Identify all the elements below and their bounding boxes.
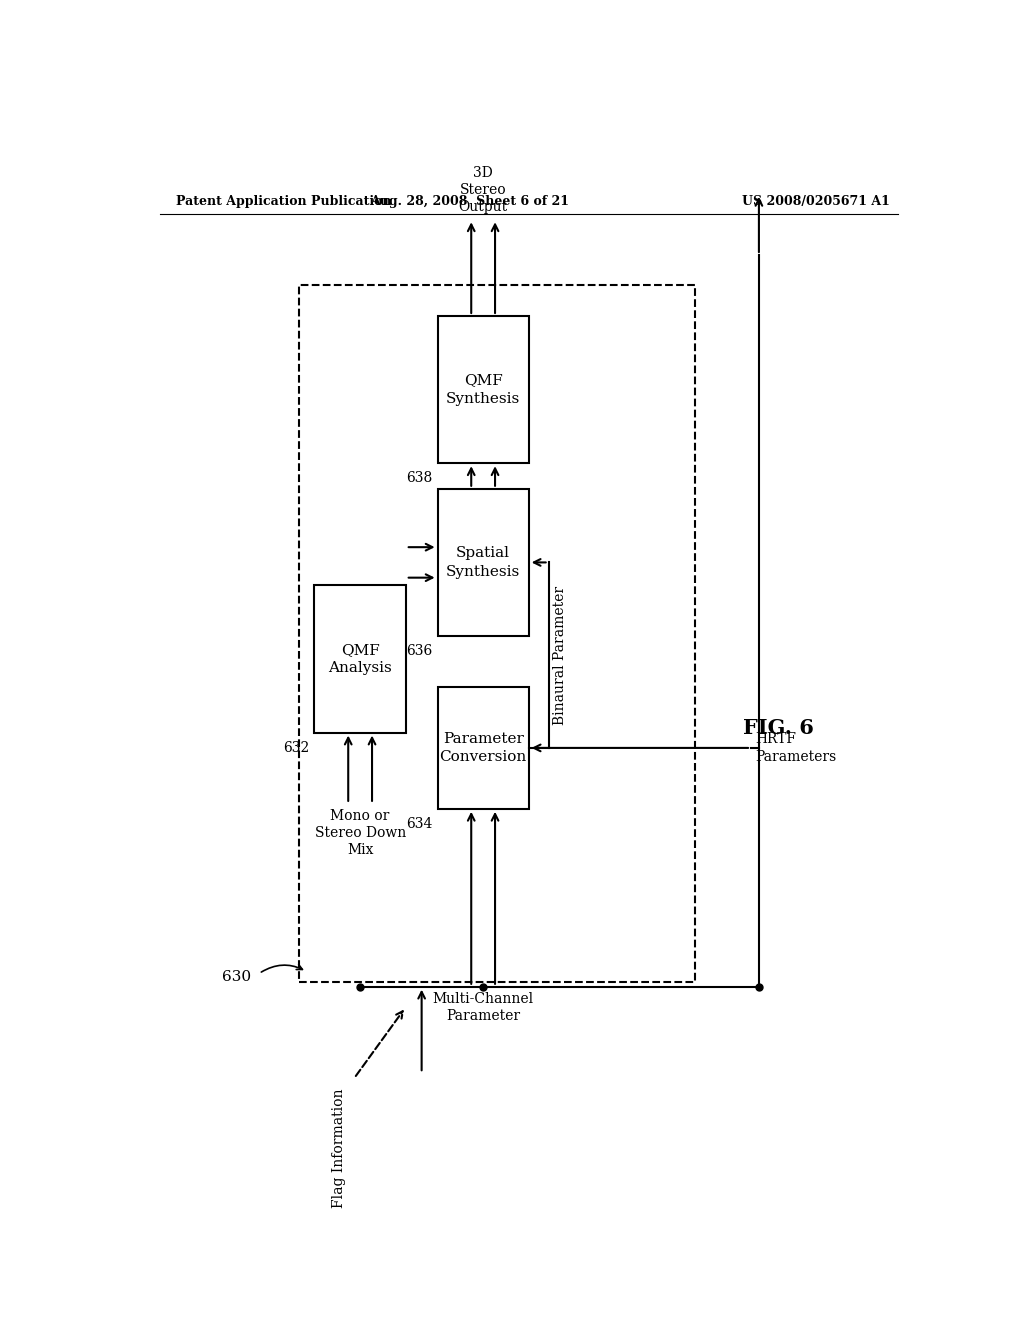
Text: Aug. 28, 2008  Sheet 6 of 21: Aug. 28, 2008 Sheet 6 of 21 bbox=[370, 194, 568, 207]
Text: US 2008/0205671 A1: US 2008/0205671 A1 bbox=[742, 194, 890, 207]
Text: Binaural Parameter: Binaural Parameter bbox=[553, 586, 566, 725]
Text: 632: 632 bbox=[284, 741, 309, 755]
Text: 638: 638 bbox=[407, 471, 433, 486]
Text: Flag Information: Flag Information bbox=[332, 1089, 346, 1208]
Text: FIG. 6: FIG. 6 bbox=[743, 718, 814, 738]
Text: 634: 634 bbox=[407, 817, 433, 832]
Bar bbox=[314, 585, 406, 733]
Text: HRTF
Parameters: HRTF Parameters bbox=[755, 733, 837, 763]
Bar bbox=[437, 315, 528, 463]
Text: Parameter
Conversion: Parameter Conversion bbox=[439, 731, 526, 764]
Text: Spatial
Synthesis: Spatial Synthesis bbox=[446, 546, 520, 578]
Text: 3D
Stereo
Output: 3D Stereo Output bbox=[459, 166, 508, 214]
Bar bbox=[299, 285, 695, 982]
Text: Patent Application Publication: Patent Application Publication bbox=[176, 194, 391, 207]
Text: Multi-Channel
Parameter: Multi-Channel Parameter bbox=[432, 991, 534, 1023]
Text: 630: 630 bbox=[222, 970, 251, 983]
Bar bbox=[437, 686, 528, 809]
Text: QMF
Analysis: QMF Analysis bbox=[329, 643, 392, 675]
Text: Mono or
Stereo Down
Mix: Mono or Stereo Down Mix bbox=[314, 809, 406, 858]
Text: 636: 636 bbox=[407, 644, 433, 659]
Bar bbox=[437, 488, 528, 636]
Text: QMF
Synthesis: QMF Synthesis bbox=[446, 374, 520, 405]
